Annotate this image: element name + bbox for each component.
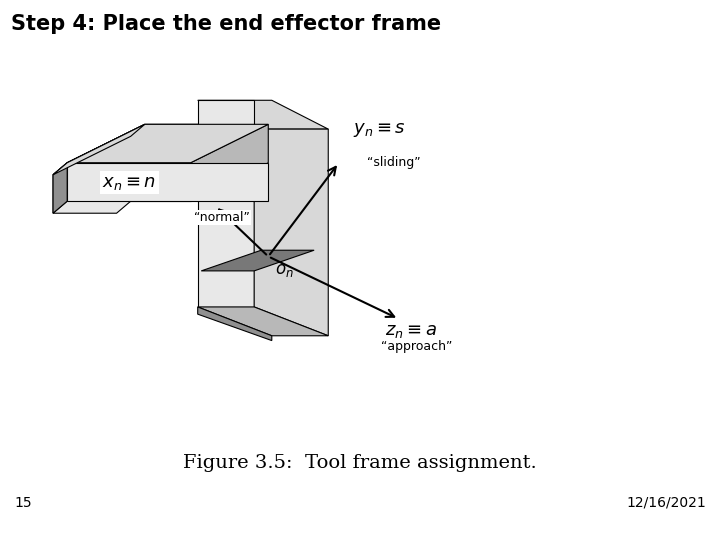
Polygon shape [67,163,191,201]
Polygon shape [53,124,145,175]
Text: $o_n$: $o_n$ [275,261,294,279]
Text: $x_n \equiv n$: $x_n \equiv n$ [102,173,156,192]
Polygon shape [191,124,269,201]
Polygon shape [191,124,269,201]
Polygon shape [198,307,271,341]
Polygon shape [53,163,67,213]
Polygon shape [201,250,314,271]
Text: Figure 3.5:  Tool frame assignment.: Figure 3.5: Tool frame assignment. [183,454,537,472]
Polygon shape [67,124,269,163]
Polygon shape [198,100,328,129]
Polygon shape [67,124,269,163]
Text: $y_n \equiv s$: $y_n \equiv s$ [353,121,405,139]
Polygon shape [198,100,254,307]
Polygon shape [53,163,67,213]
Polygon shape [198,307,328,336]
Text: “normal”: “normal” [194,211,250,224]
Text: Step 4: Place the end effector frame: Step 4: Place the end effector frame [11,14,441,33]
Text: 12/16/2021: 12/16/2021 [626,496,706,510]
Polygon shape [53,201,130,213]
Polygon shape [53,124,145,175]
Text: “approach”: “approach” [381,340,453,353]
Text: $z_n \equiv a$: $z_n \equiv a$ [384,322,436,340]
Polygon shape [254,129,328,336]
Polygon shape [67,163,269,201]
Text: 15: 15 [14,496,32,510]
Text: “sliding”: “sliding” [367,156,420,168]
